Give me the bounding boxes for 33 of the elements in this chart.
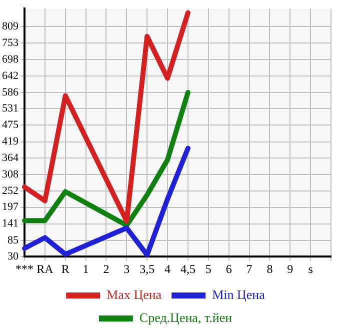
legend-label: Min Цена bbox=[212, 286, 266, 302]
x-tick-label: 4 bbox=[164, 262, 171, 276]
x-tick-label: 5 bbox=[205, 262, 212, 276]
x-tick-label: RA bbox=[36, 262, 54, 276]
x-tick-label: 4,5 bbox=[180, 262, 196, 276]
legend-label: Сред.Цена, т.йен bbox=[139, 310, 232, 325]
x-tick-label: *** bbox=[16, 262, 34, 276]
x-tick-label: 3,5 bbox=[140, 262, 155, 276]
y-tick-label: 586 bbox=[2, 86, 19, 98]
x-tick-label: R bbox=[61, 262, 70, 276]
y-tick-label: 419 bbox=[2, 136, 19, 148]
y-tick-label: 141 bbox=[2, 218, 18, 230]
y-tick-label: 475 bbox=[2, 119, 19, 132]
x-tick-label: 8 bbox=[266, 262, 273, 276]
y-tick-label: 252 bbox=[2, 184, 18, 197]
y-tick-label: 809 bbox=[2, 20, 19, 32]
legend-label: Max Цена bbox=[106, 286, 162, 302]
y-tick-label: 197 bbox=[2, 201, 19, 214]
y-tick-label: 698 bbox=[2, 53, 19, 66]
y-tick-label: 85 bbox=[8, 234, 19, 246]
x-tick-label: 7 bbox=[246, 262, 252, 276]
y-tick-label: 642 bbox=[2, 70, 18, 82]
y-tick-label: 30 bbox=[8, 250, 19, 262]
y-tick-label: 531 bbox=[2, 102, 18, 115]
x-tick-label: 1 bbox=[82, 262, 89, 276]
y-tick-label: 753 bbox=[2, 37, 19, 50]
x-tick-label: 3 bbox=[124, 262, 130, 276]
x-tick-label: 6 bbox=[226, 262, 232, 276]
y-tick-label: 364 bbox=[2, 152, 19, 164]
x-tick-label: s bbox=[308, 262, 314, 276]
x-tick-label: 9 bbox=[287, 262, 294, 276]
x-tick-label: 2 bbox=[103, 262, 110, 276]
y-tick-label: 308 bbox=[2, 168, 19, 180]
